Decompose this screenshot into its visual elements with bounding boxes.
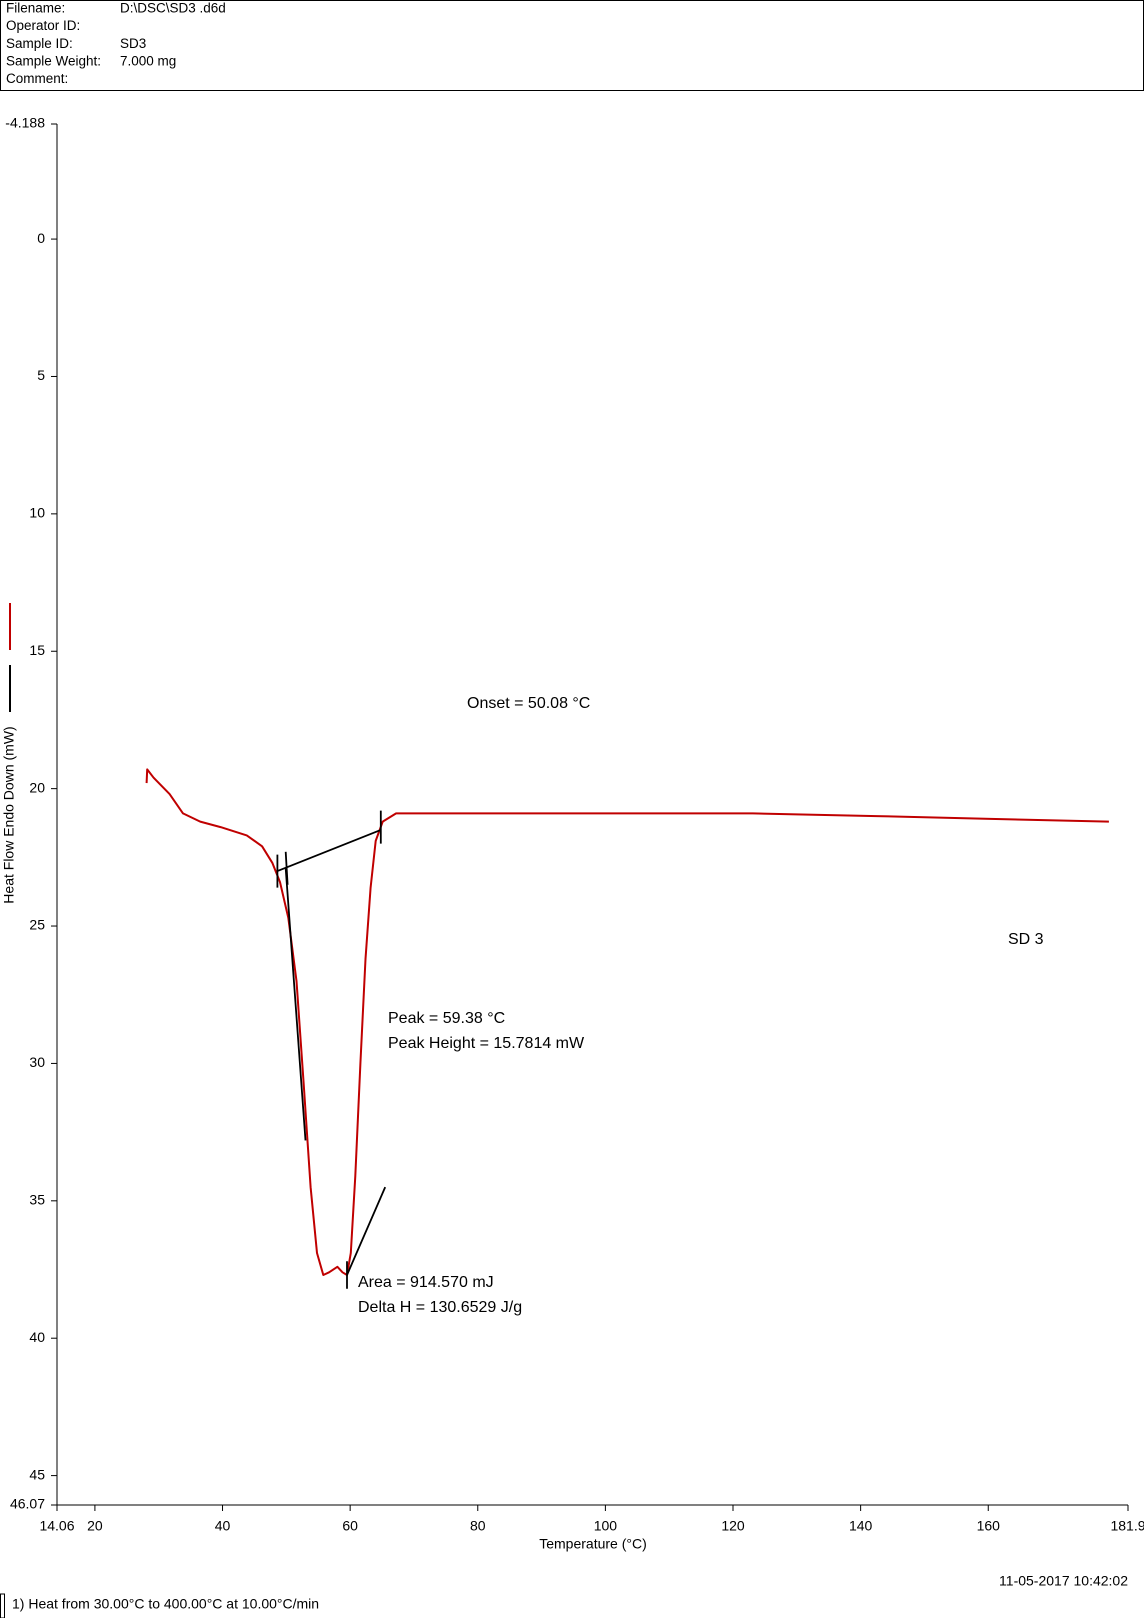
info-label: Comment:: [6, 71, 68, 86]
y-tick-label: 0: [37, 230, 45, 246]
y-tick-label: 46.07: [10, 1496, 45, 1512]
method: 1) Heat from 30.00°C to 400.00°C at 10.0…: [12, 1596, 319, 1612]
info-label: Filename:: [6, 1, 65, 16]
y-tick-label: 5: [37, 367, 45, 383]
x-tick-label: 60: [342, 1518, 358, 1534]
timestamp: 11-05-2017 10:42:02: [999, 1573, 1128, 1589]
info-label: Sample ID:: [6, 36, 73, 51]
x-tick-label: 181.9: [1110, 1518, 1144, 1534]
x-tick-label: 100: [594, 1518, 618, 1534]
y-tick-label: -4.188: [5, 115, 45, 131]
y-axis-label: Heat Flow Endo Down (mW): [1, 726, 17, 903]
x-tick-label: 140: [849, 1518, 873, 1534]
y-tick-label: 10: [29, 505, 45, 521]
annotation: Peak Height = 15.7814 mW: [388, 1035, 585, 1052]
series-line: [276, 810, 387, 1289]
y-tick-label: 40: [29, 1329, 45, 1345]
x-tick-label: 80: [470, 1518, 486, 1534]
y-tick-label: 15: [29, 642, 45, 658]
info-value: SD3: [120, 36, 146, 51]
y-tick-label: 30: [29, 1054, 45, 1070]
annotation: Peak = 59.38 °C: [388, 1010, 505, 1027]
x-tick-label: 14.06: [39, 1518, 74, 1534]
y-tick-label: 35: [29, 1192, 45, 1208]
x-tick-label: 160: [977, 1518, 1001, 1534]
x-axis-label: Temperature (°C): [539, 1536, 647, 1552]
method-box: [0, 1593, 5, 1618]
info-value: D:\DSC\SD3 .d6d: [120, 1, 226, 16]
series-line: [145, 768, 1109, 1276]
annotation: Area = 914.570 mJ: [358, 1274, 494, 1291]
x-tick-label: 40: [215, 1518, 231, 1534]
y-tick-label: 25: [29, 917, 45, 933]
x-tick-label: 20: [87, 1518, 103, 1534]
y-tick-label: 45: [29, 1466, 45, 1482]
annotation: SD 3: [1008, 931, 1044, 948]
annotation: Delta H = 130.6529 J/g: [358, 1299, 522, 1316]
annotation: Onset = 50.08 °C: [467, 695, 590, 712]
y-tick-label: 20: [29, 779, 45, 795]
x-tick-label: 120: [721, 1518, 745, 1534]
info-value: 7.000 mg: [120, 53, 176, 68]
info-label: Operator ID:: [6, 18, 80, 33]
info-label: Sample Weight:: [6, 53, 101, 68]
